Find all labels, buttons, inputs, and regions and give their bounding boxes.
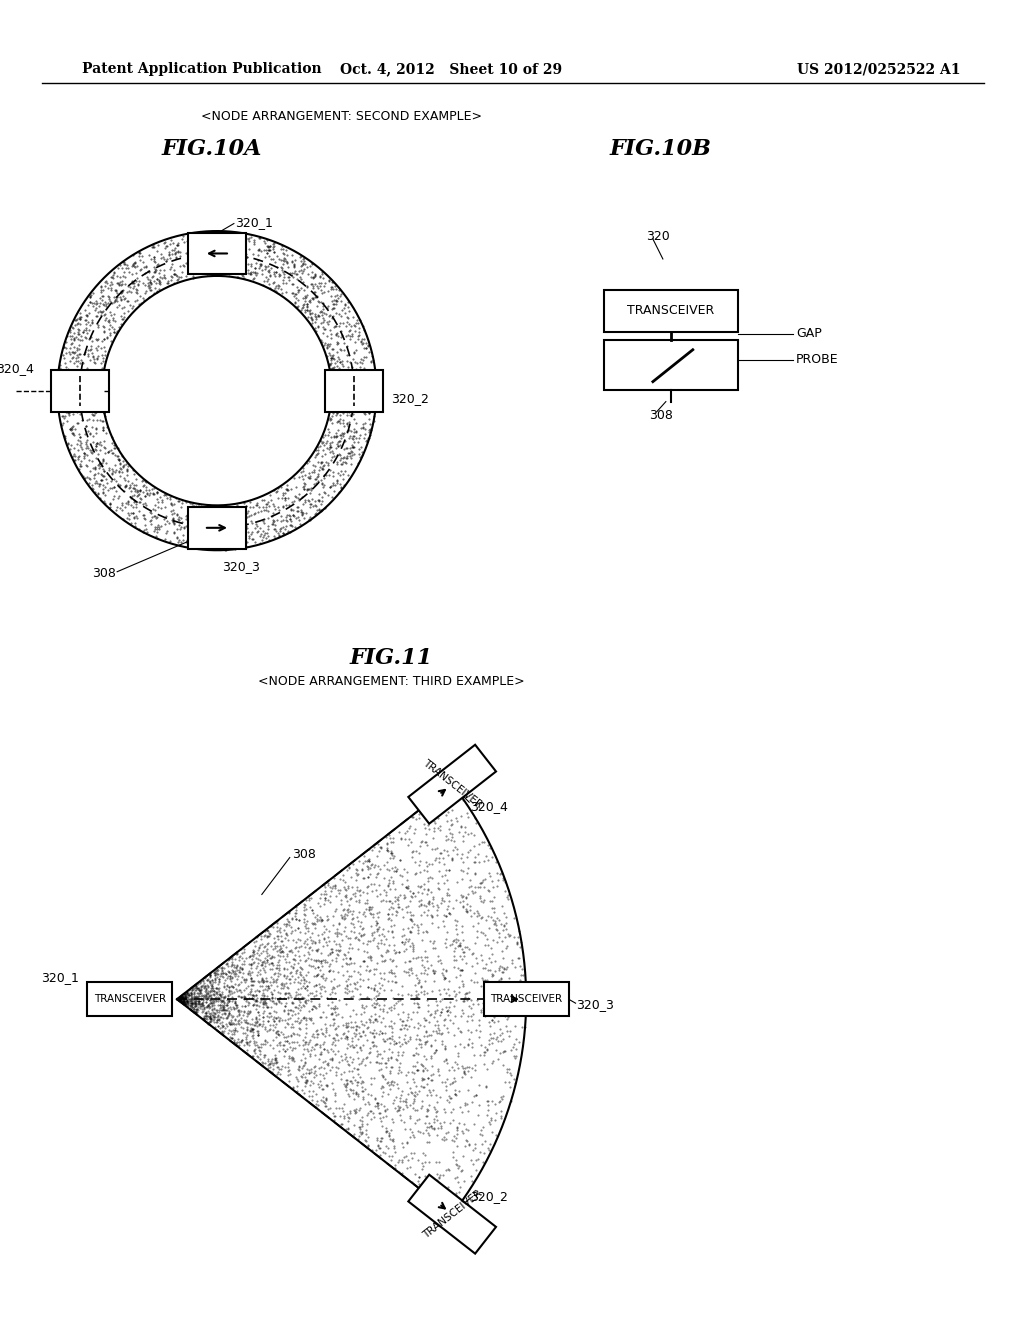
- Text: TRANSCEIVER: TRANSCEIVER: [93, 994, 166, 1005]
- Text: <NODE ARRANGEMENT: SECOND EXAMPLE>: <NODE ARRANGEMENT: SECOND EXAMPLE>: [201, 110, 482, 123]
- Text: TRANSCEIVER: TRANSCEIVER: [421, 758, 483, 810]
- Text: Oct. 4, 2012   Sheet 10 of 29: Oct. 4, 2012 Sheet 10 of 29: [340, 62, 562, 77]
- Text: 320: 320: [646, 230, 670, 243]
- Text: 320_4: 320_4: [0, 362, 34, 375]
- Text: US 2012/0252522 A1: US 2012/0252522 A1: [797, 62, 961, 77]
- Text: 308: 308: [92, 568, 116, 581]
- FancyBboxPatch shape: [188, 232, 246, 275]
- Polygon shape: [87, 982, 172, 1016]
- Text: <NODE ARRANGEMENT: THIRD EXAMPLE>: <NODE ARRANGEMENT: THIRD EXAMPLE>: [258, 676, 525, 689]
- Text: 320_4: 320_4: [470, 800, 508, 813]
- FancyBboxPatch shape: [326, 370, 383, 412]
- Text: TRANSCEIVER: TRANSCEIVER: [421, 1188, 483, 1241]
- Text: PROBE: PROBE: [796, 354, 839, 366]
- Text: 320_2: 320_2: [391, 392, 429, 405]
- Text: GAP: GAP: [796, 327, 822, 341]
- FancyBboxPatch shape: [603, 290, 738, 331]
- Polygon shape: [409, 1175, 496, 1254]
- Text: FIG.11: FIG.11: [350, 647, 433, 669]
- Text: FIG.10A: FIG.10A: [162, 139, 262, 160]
- Text: FIG.10B: FIG.10B: [610, 139, 712, 160]
- FancyBboxPatch shape: [51, 370, 109, 412]
- Text: 320_1: 320_1: [234, 216, 272, 230]
- Text: TRANSCEIVER: TRANSCEIVER: [628, 305, 715, 317]
- Polygon shape: [409, 744, 496, 824]
- Text: TRANSCEIVER: TRANSCEIVER: [490, 994, 562, 1005]
- Text: 320_3: 320_3: [577, 998, 614, 1011]
- Text: 308: 308: [292, 847, 315, 861]
- Text: 320_2: 320_2: [470, 1189, 508, 1203]
- Text: 308: 308: [649, 409, 673, 422]
- Text: 320_3: 320_3: [222, 560, 260, 573]
- FancyBboxPatch shape: [188, 507, 246, 549]
- FancyBboxPatch shape: [603, 339, 738, 389]
- Text: 320_1: 320_1: [41, 970, 79, 983]
- Text: Patent Application Publication: Patent Application Publication: [82, 62, 322, 77]
- Polygon shape: [483, 982, 568, 1016]
